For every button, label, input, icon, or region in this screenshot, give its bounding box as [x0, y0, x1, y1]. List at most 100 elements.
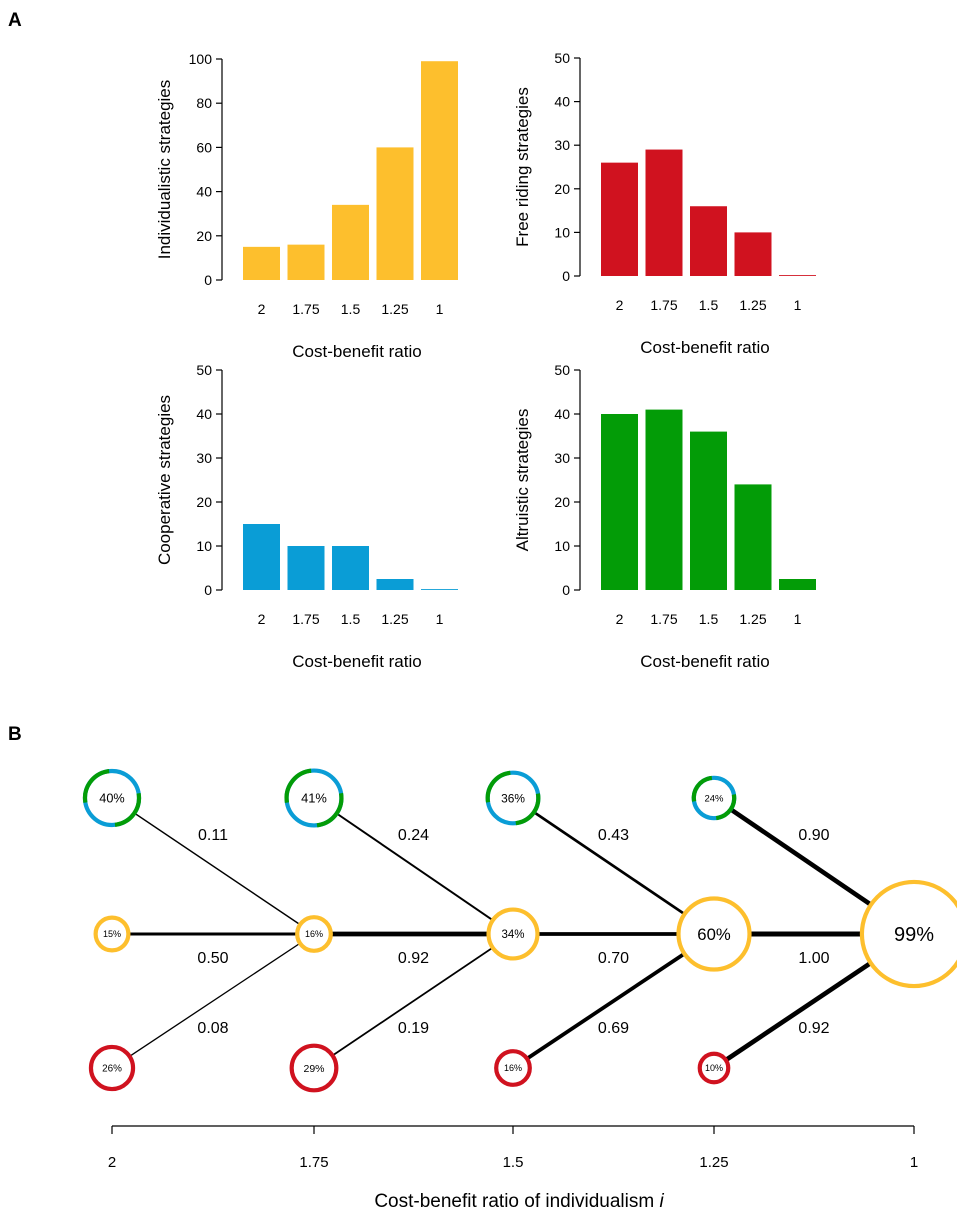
x-tick-label: 1.75: [650, 297, 677, 313]
node-fill: [90, 1046, 134, 1090]
x-tick-label: 2: [258, 611, 266, 627]
edge-label: 0.92: [398, 950, 429, 967]
node-label: 99%: [894, 924, 934, 946]
x-tick-label: 1.75: [650, 611, 677, 627]
panel-label-a: A: [8, 10, 22, 31]
node-fill: [487, 772, 539, 824]
y-axis-title: Altruistic strategies: [513, 409, 532, 552]
node-label: 29%: [303, 1063, 324, 1075]
bar-free-riding-1: [645, 149, 683, 276]
x-tick-label: 1.75: [292, 301, 319, 317]
y-axis-title: Free riding strategies: [513, 87, 532, 247]
bar-chart-altruistic: 0 10 20 30 40 50 2 1.75 1.5 1.25 1 Cost-benefit rat…: [513, 362, 816, 671]
node-ring-altruistic: [485, 770, 541, 826]
node-ring-altruistic: [691, 775, 737, 821]
node-fill: [693, 777, 735, 819]
edge-b2-m3: [511, 932, 716, 1070]
y-tick-label: 40: [554, 94, 570, 110]
node-label: 15%: [103, 929, 121, 939]
x-tick-label: 1: [436, 611, 444, 627]
panel-label-b: B: [8, 724, 22, 745]
y-tick-label: 0: [562, 268, 570, 284]
node-label: 41%: [301, 791, 327, 806]
node-fill: [678, 898, 750, 970]
node-label: 40%: [99, 792, 124, 806]
bar-altruistic-2: [690, 431, 727, 590]
y-tick-label: 80: [196, 95, 212, 111]
x-tick-label: 2: [616, 297, 624, 313]
node-b0: 26%: [88, 1044, 136, 1092]
network-x-tick-label: 1.5: [503, 1154, 524, 1171]
node-ring-altruistic: [284, 768, 344, 828]
x-tick-label: 1.25: [381, 301, 408, 317]
node-m0: 15%: [93, 915, 131, 953]
node-label: 16%: [504, 1063, 522, 1073]
bar-altruistic-0: [601, 414, 638, 590]
y-tick-label: 10: [554, 224, 570, 240]
bar-cooperative-3: [376, 579, 414, 590]
bar-free-riding-0: [601, 162, 638, 276]
bar-cooperative-2: [332, 546, 369, 590]
node-fill: [291, 1045, 337, 1091]
node-label: 36%: [501, 791, 525, 805]
network-x-tick-label: 1.25: [699, 1154, 728, 1171]
network-edge-labels: 0.11 0.50 0.08 0.24 0.92 0.19 0.43 0.70 0.69 0.90…: [197, 827, 829, 1037]
bar-individualistic-3: [376, 147, 414, 280]
bar-chart-free-riding: 0 10 20 30 40 50 2 1.75 1.5 1.25 1 Cost-benefit rat…: [513, 50, 816, 357]
x-tick-label: 1.5: [341, 301, 361, 317]
bar-altruistic-3: [734, 484, 772, 590]
node-fill: [297, 917, 331, 951]
node-fill: [699, 1053, 729, 1083]
y-tick-label: 10: [554, 538, 570, 554]
bar-individualistic-1: [287, 244, 325, 280]
node-fill: [85, 771, 139, 825]
y-tick-label: 30: [554, 450, 570, 466]
network-x-tick-label: 2: [108, 1154, 116, 1171]
x-tick-label: 1: [794, 297, 802, 313]
y-tick-label: 20: [554, 494, 570, 510]
y-axis-title: Individualistic strategies: [155, 80, 174, 260]
node-ring: [295, 915, 333, 953]
network-x-axis-title: Cost-benefit ratio of individualism i: [374, 1191, 664, 1212]
node-fill: [496, 1051, 530, 1085]
node-t0: 40%: [82, 768, 142, 828]
node-m3: 60%: [676, 896, 752, 972]
node-m1: 16%: [295, 915, 333, 953]
node-label: 26%: [102, 1064, 122, 1075]
y-tick-label: 20: [196, 228, 212, 244]
x-axis-title: Cost-benefit ratio: [292, 342, 421, 361]
bar-altruistic-4: [779, 579, 816, 590]
node-fill: [286, 770, 342, 826]
node-ring: [486, 907, 540, 961]
node-ring: [676, 896, 752, 972]
bar-cooperative-0: [243, 524, 280, 590]
node-ring: [93, 915, 131, 953]
y-tick-label: 100: [189, 51, 213, 67]
y-tick-label: 20: [196, 494, 212, 510]
y-tick-label: 50: [196, 362, 212, 378]
edge-label: 0.92: [798, 1020, 829, 1037]
node-fill: [861, 881, 957, 987]
bar-cooperative-1: [287, 546, 325, 590]
y-tick-label: 10: [196, 538, 212, 554]
x-tick-label: 1: [436, 301, 444, 317]
y-tick-label: 50: [554, 362, 570, 378]
network-chart: 0.11 0.50 0.08 0.24 0.92 0.19 0.43 0.70 0.69 0.90…: [82, 768, 957, 1212]
bar-free-riding-2: [690, 206, 727, 276]
x-tick-label: 1.75: [292, 611, 319, 627]
node-b1: 29%: [289, 1043, 339, 1093]
node-fill: [488, 909, 538, 959]
bar-individualistic-2: [332, 204, 369, 280]
node-m4: 99%: [859, 879, 957, 989]
y-tick-label: 0: [562, 582, 570, 598]
network-x-axis-title-italic: i: [659, 1191, 664, 1212]
node-t1: 41%: [284, 768, 344, 828]
node-t2: 36%: [485, 770, 541, 826]
y-tick-label: 40: [196, 184, 212, 200]
network-x-tick-label: 1.75: [299, 1154, 328, 1171]
x-tick-label: 2: [616, 611, 624, 627]
network-x-axis: 2 1.75 1.5 1.25 1: [108, 1125, 918, 1171]
node-ring: [289, 1043, 339, 1093]
node-ring: [88, 1044, 136, 1092]
